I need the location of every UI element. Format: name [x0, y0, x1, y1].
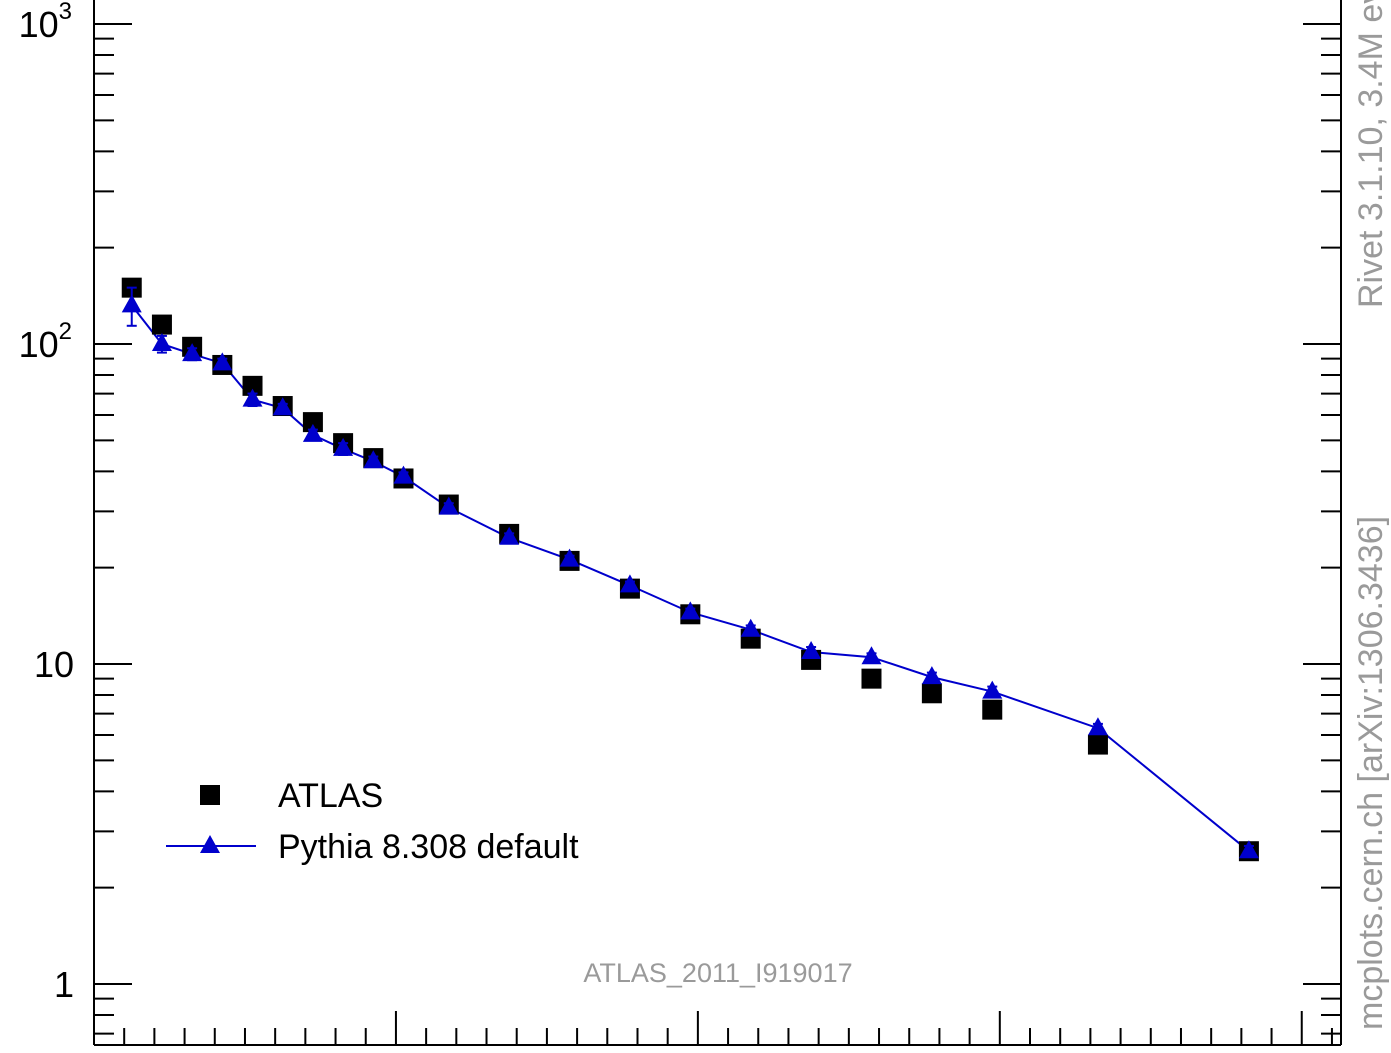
- pythia-data-point: [559, 548, 580, 567]
- pythia-data-point: [393, 465, 414, 484]
- y-tick-label-base: 1: [54, 964, 74, 1005]
- y-tick-label-exponent: 3: [59, 0, 72, 25]
- series-lines: [130, 304, 1250, 852]
- y-tick-label: 1: [54, 964, 74, 1005]
- pythia-data-point: [121, 294, 142, 313]
- data-markers: [121, 277, 1259, 862]
- legend-pythia-label: Pythia 8.308 default: [278, 828, 579, 866]
- pythia-data-point: [272, 397, 293, 416]
- y-tick-label: 103: [19, 0, 72, 45]
- legend-pythia-marker: [200, 835, 220, 853]
- atlas-data-point: [861, 668, 882, 689]
- pythia-data-point: [182, 343, 203, 362]
- pythia-data-point: [921, 666, 942, 685]
- pythia-data-point: [302, 423, 323, 442]
- pythia-data-point: [363, 450, 384, 469]
- pythia-data-point: [619, 574, 640, 593]
- atlas-data-point: [921, 683, 942, 704]
- atlas-data-point: [1087, 734, 1108, 755]
- atlas-data-point: [151, 314, 172, 335]
- plot-frame: [93, 0, 1342, 1046]
- legend-atlas-marker: [200, 785, 220, 805]
- analysis-label: ATLAS_2011_I919017: [583, 958, 852, 988]
- legend: ATLAS Pythia 8.308 default: [166, 777, 579, 866]
- atlas-data-point: [242, 375, 263, 396]
- pythia-data-point: [438, 496, 459, 515]
- pythia-data-point: [1238, 840, 1259, 859]
- y-tick-label: 10: [34, 644, 74, 685]
- pythia-data-point: [982, 680, 1003, 699]
- pythia-data-point: [801, 641, 822, 660]
- pythia-data-point: [242, 388, 263, 407]
- pythia-data-point: [740, 618, 761, 637]
- x-axis: [123, 1011, 1333, 1045]
- pythia-data-point: [151, 333, 172, 351]
- atlas-data-point: [982, 699, 1003, 720]
- y-tick-label-exponent: 2: [59, 318, 72, 345]
- pythia-data-point: [680, 601, 701, 620]
- pythia-data-point: [333, 437, 354, 456]
- y-tick-label-base: 10: [19, 324, 59, 365]
- pythia-data-point: [861, 646, 882, 665]
- atlas-data-point: [302, 412, 323, 433]
- y-tick-label-base: 10: [19, 4, 59, 45]
- y-tick-label: 102: [19, 318, 72, 365]
- legend-atlas-label: ATLAS: [278, 777, 383, 815]
- y-tick-label-base: 10: [34, 644, 74, 685]
- pythia-series-line: [130, 304, 1250, 852]
- pythia-data-point: [212, 352, 233, 371]
- pythia-data-point: [499, 526, 520, 545]
- pythia-data-point: [1087, 717, 1108, 736]
- rivet-version-label: Rivet 3.1.10, 3.4M events: [1352, 0, 1390, 308]
- mcplots-source-label: mcplots.cern.ch [arXiv:1306.3436]: [1352, 516, 1390, 1030]
